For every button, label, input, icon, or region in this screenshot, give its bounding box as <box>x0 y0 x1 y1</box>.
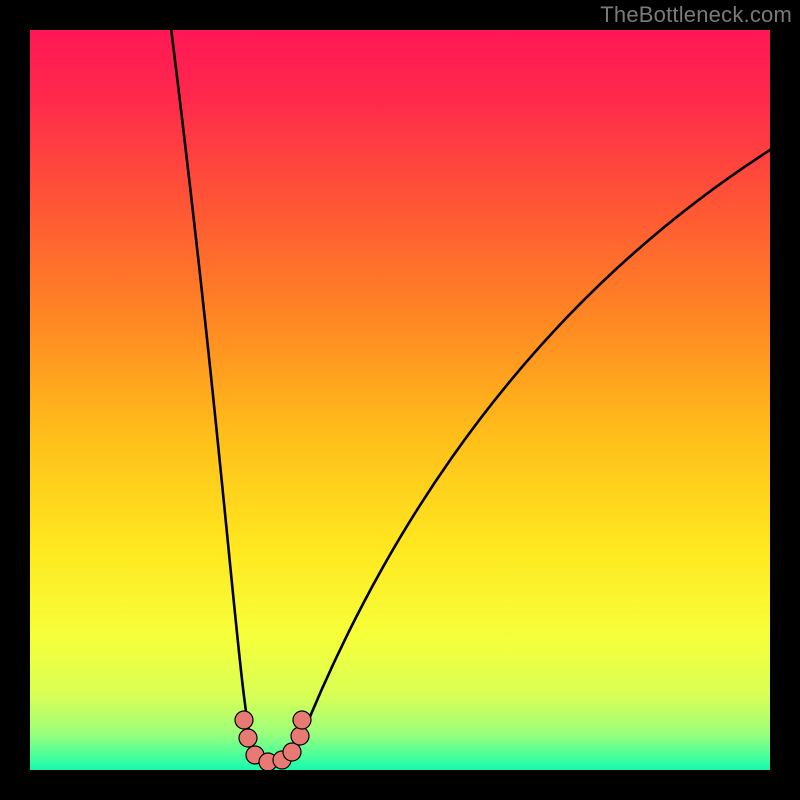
marker-dot <box>293 711 311 729</box>
outer-frame: TheBottleneck.com <box>0 0 800 800</box>
curve-markers <box>235 711 311 770</box>
curve-layer <box>30 30 770 770</box>
plot-area <box>30 30 770 770</box>
watermark-text: TheBottleneck.com <box>600 2 792 28</box>
marker-dot <box>239 729 257 747</box>
marker-dot <box>291 727 309 745</box>
marker-dot <box>235 711 253 729</box>
bottleneck-curve <box>170 30 770 763</box>
marker-dot <box>283 743 301 761</box>
